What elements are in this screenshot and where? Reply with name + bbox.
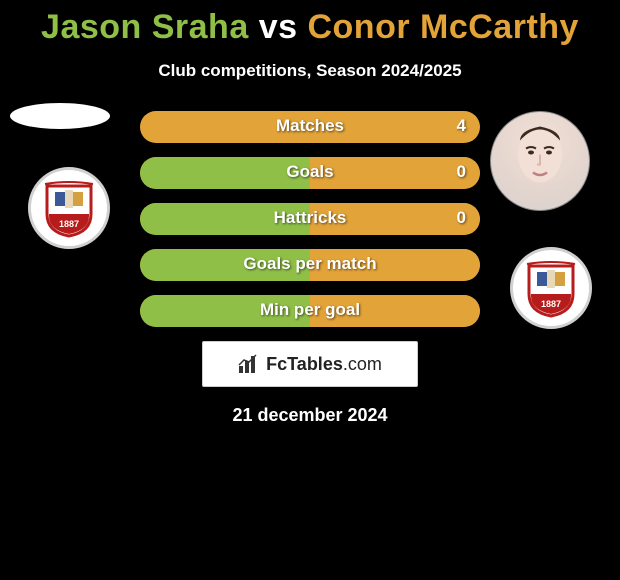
brand-tld: .com (343, 354, 382, 374)
stat-label: Matches (140, 116, 480, 136)
player1-club-crest: 1887 (28, 167, 110, 249)
crest-year: 1887 (541, 299, 561, 309)
stat-row: Goals0 (140, 157, 480, 189)
brand-name: FcTables (266, 354, 343, 374)
stat-bars: Matches4Goals0Hattricks0Goals per matchM… (140, 111, 480, 327)
crest-icon: 1887 (43, 178, 95, 238)
stat-label: Min per goal (140, 300, 480, 320)
stat-label: Goals (140, 162, 480, 182)
crest-year: 1887 (59, 219, 79, 229)
stat-row: Matches4 (140, 111, 480, 143)
stat-label: Goals per match (140, 254, 480, 274)
stat-row: Min per goal (140, 295, 480, 327)
player1-name: Jason Sraha (41, 8, 249, 46)
stat-row: Hattricks0 (140, 203, 480, 235)
subtitle: Club competitions, Season 2024/2025 (0, 61, 620, 81)
date-text: 21 december 2024 (0, 405, 620, 426)
face-icon (512, 123, 568, 193)
stat-value-right: 4 (457, 116, 466, 136)
bars-icon (238, 354, 260, 374)
comparison-title: Jason Sraha vs Conor McCarthy (0, 0, 620, 47)
stat-row: Goals per match (140, 249, 480, 281)
stat-value-right: 0 (457, 208, 466, 228)
brand-box: FcTables.com (202, 341, 418, 387)
player1-avatar (10, 103, 110, 129)
player2-avatar (490, 111, 590, 211)
crest-icon: 1887 (525, 258, 577, 318)
player2-name: Conor McCarthy (307, 8, 578, 46)
player2-club-crest: 1887 (510, 247, 592, 329)
stats-area: 1887 1887 Matches4Goals0Hattricks0Goals … (0, 111, 620, 426)
stat-label: Hattricks (140, 208, 480, 228)
vs-text: vs (259, 8, 298, 46)
brand-text: FcTables.com (266, 354, 382, 375)
stat-value-right: 0 (457, 162, 466, 182)
